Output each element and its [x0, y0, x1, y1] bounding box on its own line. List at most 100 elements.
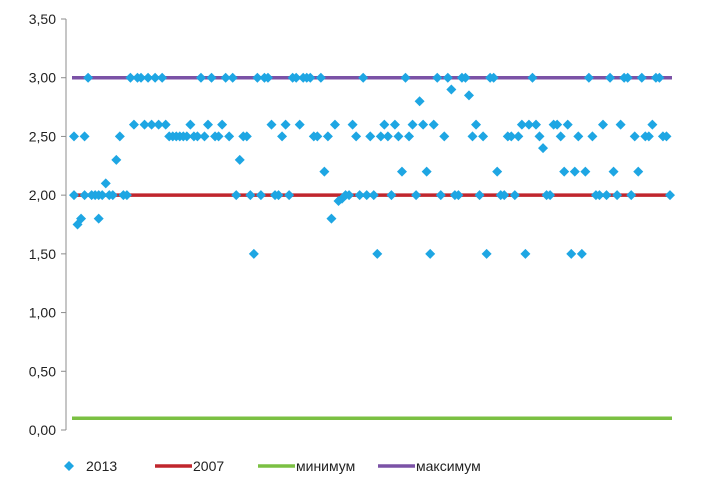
- data-point: [425, 248, 436, 259]
- data-point: [612, 190, 623, 201]
- data-point: [368, 190, 379, 201]
- data-point: [580, 166, 591, 177]
- data-point: [442, 72, 453, 83]
- data-point: [255, 190, 266, 201]
- data-point: [629, 131, 640, 142]
- data-point: [460, 72, 471, 83]
- data-point: [344, 190, 355, 201]
- data-point: [203, 119, 214, 130]
- legend-label: 2007: [193, 458, 224, 474]
- data-point: [467, 131, 478, 142]
- data-point: [322, 131, 333, 142]
- data-point: [559, 166, 570, 177]
- data-point: [107, 190, 118, 201]
- data-point: [396, 166, 407, 177]
- data-point: [626, 190, 637, 201]
- data-point: [146, 119, 157, 130]
- data-point: [453, 190, 464, 201]
- data-point: [93, 213, 104, 224]
- data-point: [499, 190, 510, 201]
- data-point: [587, 131, 598, 142]
- data-point: [185, 119, 196, 130]
- data-point: [545, 190, 556, 201]
- data-point: [241, 131, 252, 142]
- data-point: [248, 248, 259, 259]
- data-point: [277, 131, 288, 142]
- data-point: [597, 119, 608, 130]
- legend: 2013 2007 минимум максимум: [64, 458, 481, 474]
- y-axis: 0,00 0,50 1,00 1,50 2,00 2,50 3,00 3,50: [29, 11, 67, 438]
- data-point: [76, 213, 87, 224]
- data-point: [245, 190, 256, 201]
- y-tick-label: 2,50: [29, 128, 56, 144]
- data-point: [509, 190, 520, 201]
- data-point: [389, 119, 400, 130]
- data-point: [654, 72, 665, 83]
- data-point: [273, 190, 284, 201]
- data-point: [418, 119, 429, 130]
- data-point: [153, 119, 164, 130]
- data-point: [439, 131, 450, 142]
- data-point: [647, 119, 658, 130]
- data-point: [305, 72, 316, 83]
- y-tick-label: 0,00: [29, 422, 56, 438]
- data-point: [435, 190, 446, 201]
- data-point: [622, 72, 633, 83]
- data-point: [312, 131, 323, 142]
- data-point: [150, 72, 161, 83]
- data-point: [520, 248, 531, 259]
- data-point: [608, 166, 619, 177]
- data-point: [326, 213, 337, 224]
- data-point: [69, 190, 79, 201]
- data-point: [83, 72, 94, 83]
- y-tick-label: 1,00: [29, 305, 56, 321]
- data-point: [111, 154, 122, 165]
- data-point: [160, 119, 171, 130]
- data-point: [252, 72, 263, 83]
- data-point: [576, 248, 587, 259]
- data-point: [492, 166, 503, 177]
- data-point: [79, 131, 90, 142]
- data-point: [69, 131, 79, 142]
- data-point: [121, 190, 132, 201]
- data-point: [354, 190, 365, 201]
- data-point: [199, 131, 210, 142]
- data-point: [414, 96, 425, 107]
- data-point: [206, 72, 217, 83]
- data-point: [661, 131, 672, 142]
- data-point: [227, 72, 238, 83]
- data-point: [432, 72, 443, 83]
- y-tick-label: 3,00: [29, 70, 56, 86]
- data-point: [231, 190, 242, 201]
- data-point: [379, 119, 390, 130]
- data-point: [128, 119, 139, 130]
- data-point: [407, 119, 418, 130]
- data-point: [181, 131, 192, 142]
- data-point: [143, 72, 154, 83]
- legend-label: максимум: [416, 458, 481, 474]
- data-point: [428, 119, 439, 130]
- data-point: [192, 131, 203, 142]
- data-point: [605, 72, 616, 83]
- data-point: [224, 131, 235, 142]
- data-point: [643, 131, 654, 142]
- data-point: [195, 72, 206, 83]
- data-point: [157, 72, 168, 83]
- data-point: [478, 131, 489, 142]
- data-point: [375, 131, 386, 142]
- data-point: [284, 190, 295, 201]
- data-point: [213, 131, 224, 142]
- data-point: [125, 72, 136, 83]
- data-point: [347, 119, 358, 130]
- data-point: [636, 72, 647, 83]
- y-tick-label: 2,00: [29, 187, 56, 203]
- data-point: [358, 72, 369, 83]
- data-point: [404, 131, 415, 142]
- data-point: [382, 131, 393, 142]
- data-point: [573, 131, 584, 142]
- data-point: [294, 119, 305, 130]
- data-point: [136, 72, 147, 83]
- data-point: [280, 119, 291, 130]
- data-point: [291, 72, 302, 83]
- data-point: [411, 190, 422, 201]
